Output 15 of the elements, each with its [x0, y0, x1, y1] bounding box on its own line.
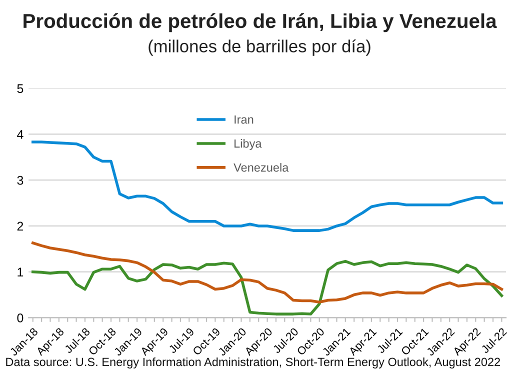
y-tick-label: 0 — [17, 314, 24, 322]
y-tick-label: 5 — [17, 84, 24, 94]
line-series — [31, 242, 504, 304]
legend-label: Iran — [234, 115, 254, 124]
line-series — [31, 260, 504, 316]
y-tick-label: 1 — [18, 268, 24, 276]
y-tick-label: 4 — [17, 130, 24, 139]
chart-title: Producción de petróleo de Irán, Libia y Venezuela — [24, 13, 497, 32]
y-tick-label: 2 — [17, 222, 24, 231]
source-note: Data source: U.S. Energy Information Administration, Short-Term Energy Outlook, August 2022 — [6, 357, 500, 368]
line-series — [31, 140, 504, 232]
chart-subtitle: (millones de barrilles por día) — [148, 39, 370, 56]
y-tick-label: 3 — [17, 176, 24, 185]
legend-label: Venezuela — [234, 163, 289, 172]
legend-label: Libya — [234, 139, 262, 150]
